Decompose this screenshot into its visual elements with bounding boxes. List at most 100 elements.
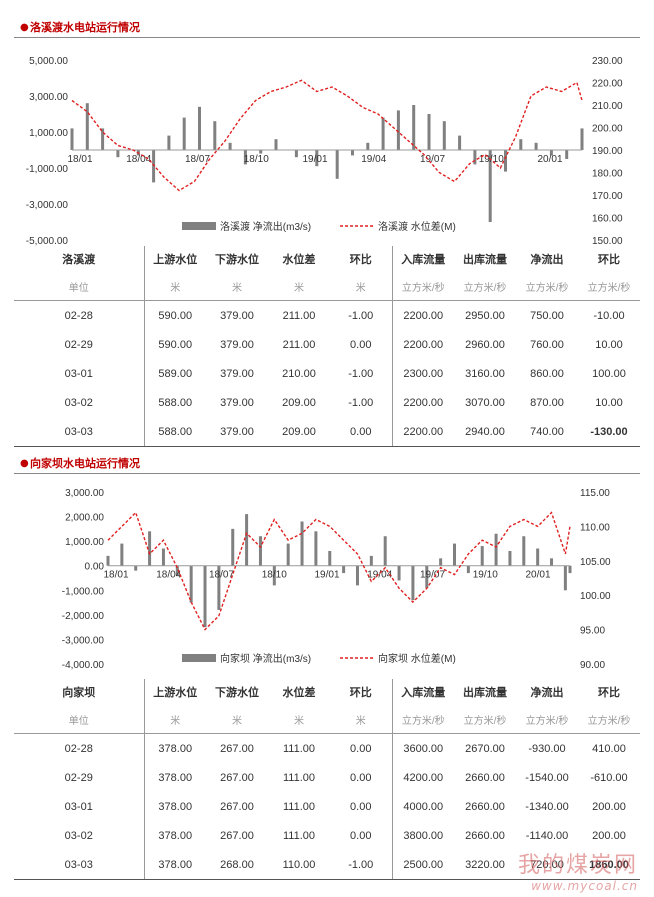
watermark-logo: 我的煤炭网 www.mycoal.cn bbox=[518, 847, 638, 893]
left-tick-label: 3,000.00 bbox=[29, 92, 68, 103]
diff-cell: 211.00 bbox=[282, 309, 316, 322]
net-outflow-bar bbox=[217, 565, 221, 610]
net-outflow-bar bbox=[488, 150, 492, 222]
up-cell: 590.00 bbox=[143, 330, 206, 359]
net-outflow-bar bbox=[396, 110, 400, 150]
diff-cell: 111.00 bbox=[282, 829, 315, 842]
col-header: 入库流量 bbox=[391, 246, 454, 272]
table-row: 03-02 378.00 267.00 111.00 0.00 3800.00 2660.0… bbox=[14, 821, 640, 850]
down-cell: 267.00 bbox=[220, 829, 254, 842]
table-row: 03-03 378.00 268.00 110.00 -1.00 2500.00 3220.… bbox=[14, 850, 640, 880]
left-tick-label: 1,000.00 bbox=[29, 128, 68, 139]
date-cell: 03-02 bbox=[64, 829, 93, 842]
date-cell: 03-01 bbox=[64, 367, 93, 380]
left-tick-label: 1,000.00 bbox=[65, 537, 104, 548]
right-tick-label: 105.00 bbox=[580, 557, 611, 568]
x-tick-label: 19/10 bbox=[473, 570, 498, 581]
inflow-cell: 2200.00 bbox=[391, 330, 454, 359]
inflow-cell: 3600.00 bbox=[391, 733, 454, 763]
section-header-luoxidu: ● 洛溪渡水电站运行情况 bbox=[0, 16, 654, 38]
table-row: 02-29 378.00 267.00 111.00 0.00 4200.00 2660.0… bbox=[14, 763, 640, 792]
left-tick-label: -5,000.00 bbox=[26, 236, 69, 247]
net-outflow-bar bbox=[161, 548, 165, 566]
mom1-cell: -1.00 bbox=[348, 309, 374, 322]
net-outflow-bar bbox=[106, 555, 110, 566]
unit-cell: 米 bbox=[330, 272, 392, 301]
up-cell: 590.00 bbox=[143, 300, 206, 330]
unit-cell: 立方米/秒 bbox=[578, 705, 640, 734]
col-header: 环比 bbox=[598, 687, 620, 699]
up-cell: 378.00 bbox=[143, 821, 206, 850]
left-tick-label: -1,000.00 bbox=[26, 164, 69, 175]
unit-cell: 立方米/秒 bbox=[391, 705, 454, 734]
x-tick-label: 18/01 bbox=[67, 154, 92, 165]
down-cell: 267.00 bbox=[220, 800, 254, 813]
water-level-diff-line bbox=[71, 79, 583, 192]
net-outflow-bar bbox=[274, 139, 278, 150]
mom2-cell: 200.00 bbox=[592, 829, 626, 842]
net-outflow-bar bbox=[550, 558, 554, 566]
x-tick-label: 19/07 bbox=[420, 154, 445, 165]
outflow-cell: 3070.00 bbox=[465, 396, 505, 409]
net-outflow-bar bbox=[383, 536, 387, 566]
net-outflow-bar bbox=[231, 528, 235, 566]
net-outflow-bar bbox=[70, 128, 74, 150]
net-outflow-bar bbox=[175, 565, 179, 576]
mom2-cell: -10.00 bbox=[593, 309, 625, 322]
net-outflow-bar bbox=[458, 135, 462, 150]
net-cell: 860.00 bbox=[530, 367, 564, 380]
net-outflow-bar bbox=[494, 533, 498, 566]
unit-cell: 米 bbox=[268, 272, 330, 301]
date-cell: 02-29 bbox=[64, 771, 93, 784]
net-cell: -1540.00 bbox=[525, 771, 569, 784]
unit-cell: 米 bbox=[143, 705, 206, 734]
right-tick-label: 200.00 bbox=[592, 124, 623, 135]
unit-cell: 米 bbox=[206, 705, 268, 734]
mom1-cell: 0.00 bbox=[350, 338, 372, 351]
down-cell: 268.00 bbox=[206, 850, 268, 880]
net-outflow-bar bbox=[328, 550, 332, 566]
unit-cell: 立方米/秒 bbox=[391, 272, 454, 301]
unit-cell: 立方米/秒 bbox=[454, 705, 516, 734]
net-outflow-bar bbox=[294, 150, 298, 158]
col-header: 上游水位 bbox=[143, 246, 206, 272]
net-outflow-bar bbox=[536, 548, 540, 566]
down-cell: 379.00 bbox=[206, 417, 268, 447]
net-cell: 740.00 bbox=[516, 417, 578, 447]
outflow-cell: 3220.00 bbox=[454, 850, 516, 880]
outflow-cell: 2940.00 bbox=[454, 417, 516, 447]
net-outflow-bar bbox=[258, 536, 262, 566]
mom1-cell: -1.00 bbox=[348, 367, 374, 380]
net-outflow-bar bbox=[563, 565, 567, 591]
x-tick-label: 18/10 bbox=[262, 570, 287, 581]
legend-label: 洛溪渡 净流出(m3/s) bbox=[220, 220, 311, 233]
outflow-cell: 2660.00 bbox=[465, 829, 505, 842]
xiangjiaba-chart: 3,000.00 2,000.00 1,000.00 0.00 -1,000.00 -2,… bbox=[62, 488, 611, 671]
right-tick-label: 115.00 bbox=[580, 488, 610, 499]
net-outflow-bar bbox=[534, 142, 538, 150]
up-cell: 588.00 bbox=[143, 388, 206, 417]
inflow-cell: 2200.00 bbox=[391, 388, 454, 417]
unit-cell: 立方米/秒 bbox=[516, 705, 578, 734]
col-header: 水位差 bbox=[282, 687, 316, 699]
col-header: 下游水位 bbox=[215, 687, 259, 699]
left-tick-label: -1,000.00 bbox=[62, 586, 105, 597]
inflow-cell: 3800.00 bbox=[391, 821, 454, 850]
net-outflow-bar bbox=[198, 106, 201, 150]
mom2-cell: 1860.00 bbox=[578, 850, 640, 880]
left-tick-label: 5,000.00 bbox=[29, 56, 68, 67]
legend-label: 向家坝 水位差(M) bbox=[378, 652, 456, 665]
net-outflow-bar bbox=[412, 105, 416, 150]
inflow-cell: 2300.00 bbox=[391, 359, 454, 388]
mom2-cell: 410.00 bbox=[592, 742, 626, 755]
unit-cell: 米 bbox=[143, 272, 206, 301]
col-header: 环比 bbox=[349, 254, 372, 266]
net-outflow-bar bbox=[411, 565, 415, 601]
diff-cell: 111.00 bbox=[282, 800, 315, 813]
col-header: 环比 bbox=[349, 687, 372, 699]
x-tick-label: 19/01 bbox=[314, 570, 339, 581]
col-header: 净流出 bbox=[530, 687, 564, 699]
col-header: 上游水位 bbox=[143, 679, 206, 705]
unit-cell: 立方米/秒 bbox=[454, 272, 516, 301]
outflow-cell: 3160.00 bbox=[465, 367, 505, 380]
